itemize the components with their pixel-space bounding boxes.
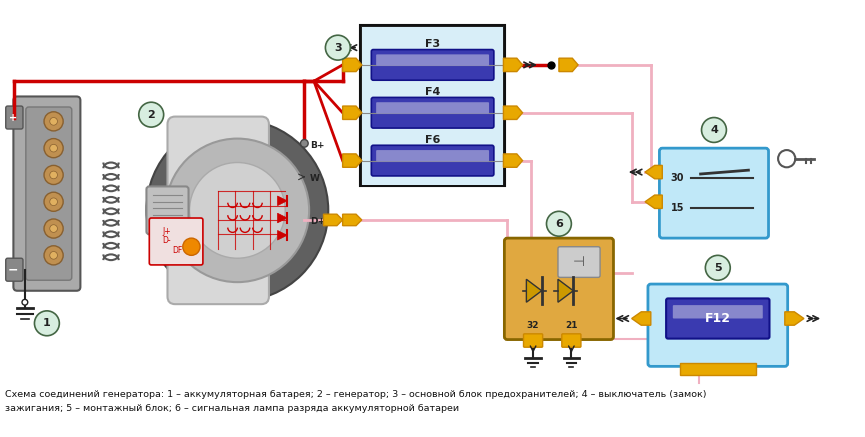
Polygon shape: [343, 154, 362, 167]
Circle shape: [705, 255, 730, 280]
FancyBboxPatch shape: [673, 305, 763, 319]
Polygon shape: [343, 106, 362, 119]
FancyBboxPatch shape: [648, 284, 788, 366]
Text: F12: F12: [705, 312, 731, 325]
Circle shape: [35, 311, 60, 336]
Polygon shape: [558, 279, 573, 302]
Circle shape: [50, 171, 57, 179]
Circle shape: [50, 144, 57, 152]
FancyBboxPatch shape: [362, 27, 503, 184]
Text: 30: 30: [671, 173, 684, 183]
Circle shape: [50, 252, 57, 259]
Circle shape: [50, 118, 57, 125]
Polygon shape: [343, 214, 362, 225]
Circle shape: [22, 299, 28, 305]
Circle shape: [189, 163, 285, 258]
Polygon shape: [278, 230, 287, 240]
Circle shape: [146, 119, 329, 301]
FancyBboxPatch shape: [146, 187, 189, 234]
FancyBboxPatch shape: [360, 25, 505, 187]
Text: зажигания; 5 – монтажный блок; 6 – сигнальная лампа разряда аккумуляторной батар: зажигания; 5 – монтажный блок; 6 – сигна…: [5, 404, 459, 413]
Polygon shape: [503, 58, 522, 72]
Circle shape: [44, 139, 63, 158]
FancyBboxPatch shape: [666, 298, 770, 339]
Polygon shape: [680, 364, 756, 375]
Text: B+: B+: [310, 141, 324, 150]
FancyBboxPatch shape: [150, 218, 203, 265]
FancyBboxPatch shape: [168, 117, 269, 304]
Polygon shape: [503, 154, 522, 167]
Circle shape: [50, 198, 57, 205]
Text: F6: F6: [425, 135, 440, 145]
Text: 5: 5: [714, 263, 721, 273]
Polygon shape: [645, 195, 663, 208]
FancyBboxPatch shape: [523, 334, 542, 347]
Polygon shape: [559, 58, 578, 72]
Polygon shape: [324, 214, 343, 225]
FancyBboxPatch shape: [13, 97, 80, 291]
FancyBboxPatch shape: [6, 258, 23, 281]
Circle shape: [44, 165, 63, 184]
Text: D-: D-: [163, 236, 171, 246]
Circle shape: [44, 219, 63, 238]
FancyBboxPatch shape: [561, 334, 581, 347]
FancyBboxPatch shape: [376, 54, 489, 66]
FancyBboxPatch shape: [26, 107, 72, 280]
Circle shape: [325, 35, 350, 60]
Text: 32: 32: [526, 321, 538, 329]
Circle shape: [300, 139, 308, 147]
FancyBboxPatch shape: [659, 148, 768, 238]
Circle shape: [50, 225, 57, 232]
Polygon shape: [343, 58, 362, 72]
Text: 3: 3: [334, 43, 342, 53]
FancyBboxPatch shape: [504, 238, 613, 340]
Text: D+: D+: [310, 217, 325, 226]
Polygon shape: [785, 312, 804, 325]
FancyBboxPatch shape: [371, 49, 494, 80]
FancyBboxPatch shape: [371, 145, 494, 176]
Circle shape: [547, 212, 572, 236]
Text: 4: 4: [710, 125, 718, 135]
Text: 1: 1: [43, 318, 51, 328]
FancyBboxPatch shape: [6, 106, 23, 129]
Polygon shape: [527, 279, 541, 302]
Polygon shape: [631, 312, 650, 325]
Text: DF: DF: [172, 246, 183, 255]
Circle shape: [138, 102, 163, 127]
FancyBboxPatch shape: [371, 97, 494, 128]
Text: F3: F3: [425, 39, 440, 49]
Circle shape: [165, 139, 309, 282]
Polygon shape: [645, 165, 663, 179]
Text: 2: 2: [147, 110, 155, 120]
FancyBboxPatch shape: [558, 247, 600, 277]
Polygon shape: [278, 196, 287, 205]
Text: J+: J+: [163, 227, 171, 236]
Circle shape: [702, 118, 727, 142]
Text: F4: F4: [425, 87, 440, 97]
Circle shape: [44, 112, 63, 131]
Circle shape: [44, 246, 63, 265]
Text: 6: 6: [555, 219, 563, 229]
Text: ⊣: ⊣: [573, 255, 585, 269]
FancyBboxPatch shape: [376, 150, 489, 162]
Text: 15: 15: [671, 204, 684, 213]
Text: 21: 21: [565, 321, 578, 329]
Circle shape: [183, 238, 200, 255]
Circle shape: [44, 192, 63, 212]
Text: −: −: [8, 263, 19, 276]
Text: Схема соединений генератора: 1 – аккумуляторная батарея; 2 – генератор; 3 – осно: Схема соединений генератора: 1 – аккумул…: [5, 390, 707, 399]
Text: W: W: [310, 174, 320, 183]
Text: +: +: [10, 113, 17, 122]
Polygon shape: [503, 106, 522, 119]
Polygon shape: [278, 213, 287, 223]
FancyBboxPatch shape: [376, 102, 489, 114]
